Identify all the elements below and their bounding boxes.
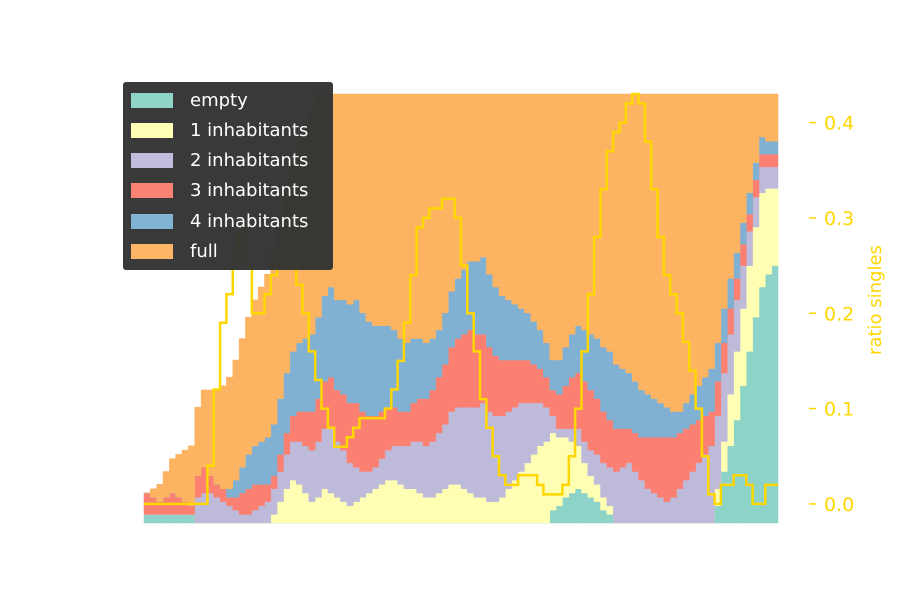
legend-swatch bbox=[131, 183, 173, 199]
ratio-singles-line bbox=[144, 92, 778, 506]
legend-entry-empty: empty bbox=[131, 88, 248, 112]
right-axis-tick-label: 0.1 bbox=[824, 399, 854, 421]
right-axis-tick-label: 0.3 bbox=[824, 208, 854, 230]
legend: empty 1 inhabitants 2 inhabitants 3 inhabit… bbox=[123, 82, 333, 270]
legend-entry-4-inhabitants: 4 inhabitants bbox=[131, 209, 308, 233]
legend-entry-1-inhabitants: 1 inhabitants bbox=[131, 118, 308, 142]
right-axis-label: ratio singles bbox=[865, 245, 886, 355]
legend-swatch bbox=[131, 244, 173, 259]
legend-label: 3 inhabitants bbox=[190, 180, 309, 202]
legend-label: 1 inhabitants bbox=[190, 119, 309, 141]
legend-swatch bbox=[131, 153, 173, 169]
right-axis-tick-label: 0.2 bbox=[824, 303, 854, 325]
legend-entry-3-inhabitants: 3 inhabitants bbox=[131, 179, 308, 203]
legend-swatch bbox=[131, 92, 173, 108]
right-axis-tick-label: 0.0 bbox=[824, 494, 854, 516]
right-axis-tick-label: 0.4 bbox=[824, 113, 854, 135]
legend-label: 2 inhabitants bbox=[190, 150, 309, 172]
legend-label: empty bbox=[190, 89, 248, 111]
legend-entry-2-inhabitants: 2 inhabitants bbox=[131, 149, 308, 173]
legend-label: full bbox=[190, 241, 218, 262]
legend-entry-full: full bbox=[131, 240, 218, 264]
ratio-singles-line-layer bbox=[144, 92, 778, 506]
right-axis: 0.0 0.1 0.2 0.3 0.4 bbox=[809, 113, 854, 516]
legend-swatch bbox=[131, 122, 173, 138]
legend-swatch bbox=[131, 213, 173, 229]
legend-label: 4 inhabitants bbox=[190, 210, 309, 232]
